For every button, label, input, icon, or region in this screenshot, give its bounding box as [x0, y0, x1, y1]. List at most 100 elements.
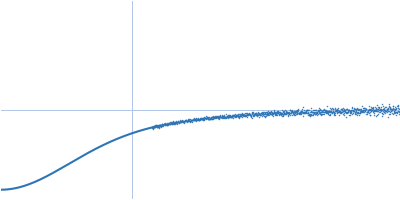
- Point: [263, 113, 270, 116]
- Point: [186, 118, 193, 121]
- Point: [362, 110, 368, 113]
- Point: [395, 105, 400, 108]
- Point: [232, 113, 239, 116]
- Point: [376, 108, 382, 111]
- Point: [363, 111, 370, 114]
- Point: [192, 118, 198, 121]
- Point: [360, 111, 366, 114]
- Point: [252, 112, 258, 115]
- Point: [218, 115, 224, 119]
- Point: [228, 114, 235, 117]
- Point: [301, 111, 307, 115]
- Point: [396, 108, 400, 111]
- Point: [289, 110, 296, 113]
- Point: [166, 123, 173, 126]
- Point: [320, 111, 327, 114]
- Point: [316, 107, 323, 110]
- Point: [164, 122, 171, 125]
- Point: [317, 111, 324, 114]
- Point: [226, 114, 233, 117]
- Point: [206, 118, 212, 121]
- Point: [357, 108, 364, 111]
- Point: [184, 120, 191, 123]
- Point: [292, 109, 299, 112]
- Point: [250, 114, 257, 117]
- Point: [175, 120, 182, 123]
- Point: [306, 113, 313, 117]
- Point: [254, 110, 261, 113]
- Point: [216, 117, 222, 120]
- Point: [173, 122, 179, 125]
- Point: [226, 114, 232, 118]
- Point: [184, 119, 191, 122]
- Point: [182, 119, 188, 123]
- Point: [174, 119, 181, 123]
- Point: [223, 117, 229, 120]
- Point: [279, 109, 285, 112]
- Point: [230, 115, 237, 118]
- Point: [366, 107, 372, 110]
- Point: [272, 111, 278, 115]
- Point: [238, 115, 245, 118]
- Point: [253, 112, 259, 115]
- Point: [349, 106, 355, 109]
- Point: [306, 113, 312, 116]
- Point: [222, 115, 228, 118]
- Point: [258, 112, 265, 115]
- Point: [378, 108, 384, 111]
- Point: [288, 112, 294, 115]
- Point: [186, 119, 192, 122]
- Point: [384, 107, 390, 110]
- Point: [267, 110, 274, 113]
- Point: [170, 121, 177, 124]
- Point: [348, 110, 354, 113]
- Point: [183, 120, 189, 123]
- Point: [358, 108, 364, 112]
- Point: [349, 106, 355, 109]
- Point: [161, 123, 168, 127]
- Point: [206, 118, 212, 121]
- Point: [382, 109, 388, 112]
- Point: [321, 110, 328, 113]
- Point: [195, 117, 202, 120]
- Point: [176, 120, 183, 123]
- Point: [257, 112, 264, 115]
- Point: [172, 120, 179, 123]
- Point: [303, 112, 310, 115]
- Point: [376, 110, 382, 113]
- Point: [182, 119, 188, 123]
- Point: [191, 118, 198, 121]
- Point: [316, 109, 322, 113]
- Point: [378, 110, 384, 113]
- Point: [175, 121, 181, 124]
- Point: [160, 124, 166, 127]
- Point: [253, 111, 260, 114]
- Point: [380, 108, 386, 111]
- Point: [375, 106, 382, 109]
- Point: [261, 110, 268, 114]
- Point: [273, 113, 279, 116]
- Point: [244, 115, 250, 118]
- Point: [377, 108, 383, 111]
- Point: [154, 124, 160, 127]
- Point: [350, 109, 356, 113]
- Point: [377, 110, 384, 113]
- Point: [151, 126, 157, 129]
- Point: [379, 109, 385, 112]
- Point: [221, 115, 228, 118]
- Point: [254, 113, 260, 116]
- Point: [162, 123, 169, 126]
- Point: [359, 110, 366, 113]
- Point: [316, 112, 323, 116]
- Point: [251, 114, 257, 117]
- Point: [191, 116, 197, 120]
- Point: [385, 106, 391, 109]
- Point: [228, 116, 234, 119]
- Point: [204, 117, 210, 120]
- Point: [373, 109, 380, 113]
- Point: [339, 108, 346, 111]
- Point: [254, 113, 260, 116]
- Point: [298, 111, 304, 114]
- Point: [396, 112, 400, 115]
- Point: [251, 112, 258, 115]
